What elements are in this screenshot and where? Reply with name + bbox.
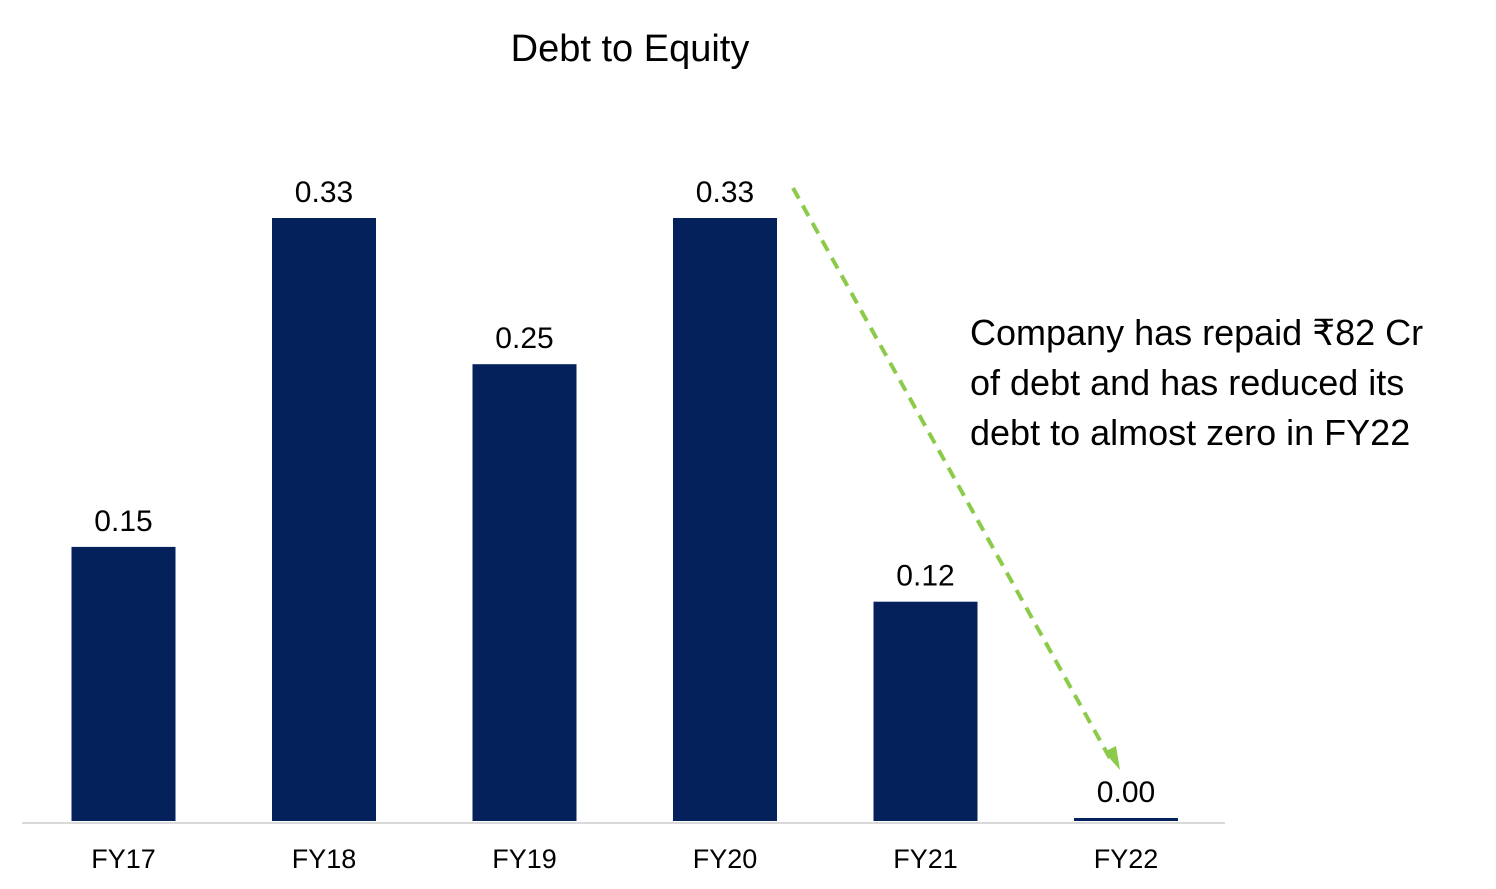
x-tick-label-fy17: FY17	[91, 844, 156, 874]
value-label-fy21: 0.12	[896, 560, 954, 593]
bar-fy22	[1074, 818, 1178, 821]
x-tick-label-fy19: FY19	[492, 844, 557, 874]
bar-fy21	[873, 601, 978, 821]
bar-fy20	[673, 218, 777, 821]
annotation-line-1: Company has repaid ₹82 Cr	[970, 312, 1424, 353]
trend-arrow	[791, 187, 1114, 763]
bars-group	[71, 218, 1178, 821]
bar-fy18	[272, 218, 376, 821]
x-tick-label-fy20: FY20	[693, 844, 758, 874]
x-tick-label-fy21: FY21	[893, 844, 958, 874]
x-tick-label-fy22: FY22	[1094, 844, 1159, 874]
labels-group: 0.15 FY17 0.33 FY18 0.25 FY19 0.33 FY20 0.12 FY21…	[91, 176, 1158, 874]
trend-arrow-head	[1104, 746, 1120, 770]
annotation-text: Company has repaid ₹82 Cr of debt and ha…	[970, 308, 1490, 458]
value-label-fy22: 0.00	[1097, 776, 1155, 809]
value-label-fy19: 0.25	[495, 322, 553, 355]
annotation-line-2: of debt and has reduced its	[970, 362, 1405, 403]
value-label-fy20: 0.33	[696, 176, 754, 209]
value-label-fy18: 0.33	[295, 176, 353, 209]
annotation-line-3: debt to almost zero in FY22	[970, 412, 1411, 453]
bar-fy19	[472, 364, 577, 821]
chart-title: Debt to Equity	[510, 28, 750, 70]
bar-fy17	[71, 546, 176, 821]
value-label-fy17: 0.15	[94, 505, 152, 538]
x-tick-label-fy18: FY18	[292, 844, 357, 874]
